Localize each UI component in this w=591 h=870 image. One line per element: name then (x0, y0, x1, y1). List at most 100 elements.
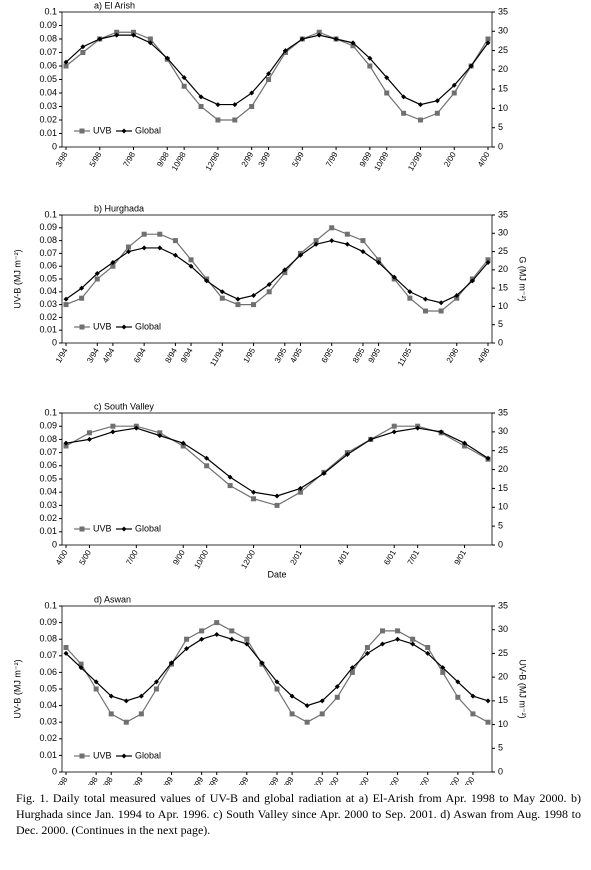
y-tick-label: 0.1 (44, 407, 57, 417)
uvb-marker (407, 295, 413, 301)
uvb-marker (266, 77, 272, 82)
global-marker (215, 102, 221, 108)
global-marker (229, 636, 235, 642)
figure: a) El Arish 0 0.01 0.02 0.03 0.04 0.05 0.06 0.07… (12, 0, 528, 785)
y-tick-label: 0.08 (39, 33, 57, 43)
x-tick-label: 6/99 (205, 775, 221, 785)
x-tick-label: 10/98 (170, 150, 188, 172)
uvb-marker (188, 257, 194, 263)
uvb-marker (93, 686, 99, 692)
uvb-marker (78, 661, 84, 667)
uvb-marker (251, 496, 257, 502)
y2-tick-label: 25 (498, 648, 508, 658)
x-tick-label: 12/00 (239, 548, 257, 570)
x-tick-label: 7/01 (406, 548, 422, 566)
uvb-marker (141, 231, 147, 237)
legend-marker (79, 128, 85, 134)
y2-tick-label: 30 (498, 26, 508, 36)
x-tick-label: 9/01 (453, 548, 469, 566)
x-tick-label: 6/01 (382, 548, 398, 566)
global-marker (169, 660, 174, 666)
uvb-marker (380, 628, 385, 634)
uvb-marker (401, 110, 407, 116)
global-marker (485, 260, 491, 266)
global-marker (344, 241, 350, 247)
y2-tick-label: 30 (498, 426, 508, 436)
uvb-marker (229, 628, 235, 634)
global-marker (407, 289, 413, 295)
y-tick-label: 0.01 (39, 526, 57, 536)
y2-tick-label: 10 (498, 502, 508, 512)
uvb-marker (126, 244, 132, 250)
x-tick-label: 6/00 (386, 775, 402, 785)
y-tick-label: 0.07 (39, 447, 57, 457)
x-tick-label: 4/01 (335, 548, 351, 566)
y2-tick-label: 20 (498, 464, 508, 474)
x-tick-label: 3/94 (85, 346, 101, 364)
uvb-marker (131, 29, 137, 35)
y2-tick-label: 30 (498, 624, 508, 634)
global-marker (391, 274, 397, 280)
uvb-marker (451, 90, 457, 96)
global-marker (376, 260, 382, 266)
global-marker (131, 32, 137, 38)
uvb-marker (63, 302, 69, 308)
y2-tick-label: 30 (498, 228, 508, 238)
uvb-marker (184, 636, 190, 642)
y2-tick-label: 25 (498, 246, 508, 256)
global-marker (485, 455, 491, 461)
y2-tick-label: 15 (498, 84, 508, 94)
global-marker (350, 40, 356, 46)
uvb-marker (360, 238, 366, 244)
global-marker (63, 440, 69, 446)
x-tick-label: 9/00 (171, 548, 187, 566)
y2-tick-label: 0 (498, 539, 503, 549)
y-tick-label: 0.09 (39, 222, 57, 232)
y2-tick-label: 0 (498, 141, 503, 151)
uvb-marker (63, 443, 69, 449)
x-tick-label: 6/95 (320, 346, 336, 364)
global-marker (410, 641, 416, 647)
x-tick-label: 5/99 (290, 150, 306, 168)
y2-axis-label: UV-B (MJ m⁻²) (518, 659, 528, 718)
global-marker (138, 693, 144, 699)
uvb-marker (454, 295, 460, 301)
legend-label: Global (135, 125, 161, 135)
legend-marker (121, 526, 127, 532)
uvb-marker (249, 104, 255, 109)
global-marker (266, 281, 272, 287)
uvb-marker (204, 463, 210, 469)
plot-frame (61, 412, 493, 546)
y-tick-label: 0.06 (39, 460, 57, 470)
y2-tick-label: 10 (498, 103, 508, 113)
y-tick-label: 0.08 (39, 434, 57, 444)
global-marker (316, 32, 322, 38)
y-tick-label: 0 (52, 141, 57, 151)
y2-tick-label: 15 (498, 283, 508, 293)
y-tick-label: 0.07 (39, 47, 57, 57)
global-marker (485, 40, 491, 46)
global-marker (333, 36, 339, 42)
uvb-marker (227, 483, 233, 489)
global-marker (462, 440, 468, 446)
uvb-marker (395, 628, 401, 634)
x-tick-label: 1/00 (310, 775, 326, 785)
legend-label: UVB (93, 750, 112, 760)
global-marker (297, 485, 303, 491)
uvb-marker (485, 36, 491, 42)
global-marker (97, 36, 103, 42)
y-tick-label: 0.09 (39, 20, 57, 30)
uvb-marker (181, 83, 187, 89)
uvb-marker (434, 110, 440, 116)
y2-tick-label: 5 (498, 743, 503, 753)
y2-tick-label: 15 (498, 483, 508, 493)
global-marker (114, 32, 120, 38)
chart-title: c) South Valley (94, 401, 154, 411)
uvb-marker (157, 231, 163, 237)
global-marker (93, 679, 99, 685)
global-marker (153, 679, 159, 685)
y-tick-label: 0.03 (39, 717, 57, 727)
uvb-marker (199, 628, 205, 634)
y-tick-label: 0.1 (44, 6, 57, 16)
